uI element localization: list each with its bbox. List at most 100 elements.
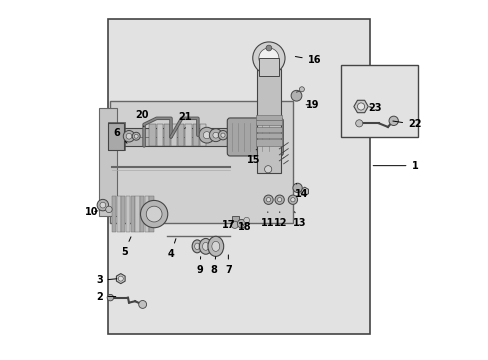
Text: 17: 17 [221, 220, 235, 230]
Bar [192, 125, 198, 146]
Circle shape [134, 134, 138, 138]
Circle shape [97, 199, 108, 211]
Text: 11: 11 [261, 212, 274, 228]
Bar [107, 122, 125, 150]
Bar [255, 139, 281, 146]
Text: 6: 6 [114, 129, 127, 143]
Circle shape [146, 206, 162, 222]
Bar [341, 65, 418, 137]
Circle shape [209, 129, 222, 141]
Circle shape [231, 221, 238, 228]
Circle shape [218, 131, 227, 140]
Ellipse shape [199, 238, 212, 254]
Circle shape [357, 103, 364, 110]
Bar [112, 196, 116, 232]
Bar [257, 69, 280, 173]
Bar [255, 121, 281, 126]
Bar [121, 196, 125, 232]
Circle shape [292, 183, 302, 193]
Circle shape [244, 217, 249, 223]
Bar [135, 196, 139, 232]
Circle shape [139, 301, 146, 309]
Circle shape [264, 166, 271, 173]
Circle shape [355, 120, 362, 127]
Text: 4: 4 [167, 239, 176, 258]
Circle shape [118, 276, 123, 281]
Circle shape [123, 131, 135, 142]
Ellipse shape [207, 236, 223, 256]
Circle shape [221, 133, 224, 137]
Text: 9: 9 [196, 257, 203, 275]
Bar [163, 125, 170, 146]
Text: 19: 19 [305, 100, 319, 110]
Text: 14: 14 [295, 184, 308, 199]
Circle shape [199, 127, 214, 143]
Ellipse shape [192, 240, 202, 253]
Circle shape [126, 134, 132, 139]
Bar [144, 196, 149, 232]
Bar [185, 125, 191, 146]
Bar [140, 196, 144, 232]
Circle shape [212, 132, 218, 138]
Bar [126, 196, 130, 232]
Polygon shape [301, 187, 308, 196]
Circle shape [140, 201, 167, 228]
Circle shape [100, 202, 105, 208]
FancyBboxPatch shape [227, 118, 283, 156]
Text: 1: 1 [372, 161, 417, 171]
Polygon shape [116, 274, 125, 284]
Bar [199, 125, 205, 146]
Bar [130, 196, 135, 232]
Circle shape [264, 195, 273, 204]
Bar [149, 125, 155, 146]
Circle shape [258, 48, 278, 68]
Circle shape [287, 195, 297, 204]
Circle shape [388, 116, 398, 126]
Text: 12: 12 [273, 212, 286, 228]
Text: 10: 10 [85, 207, 99, 217]
Bar [231, 216, 239, 222]
Ellipse shape [211, 241, 219, 251]
Text: 22: 22 [392, 120, 421, 129]
Text: 15: 15 [246, 149, 260, 165]
Circle shape [290, 198, 294, 202]
Bar [116, 196, 121, 232]
Circle shape [299, 87, 304, 92]
Bar [255, 133, 281, 138]
Bar [178, 125, 184, 146]
Text: 5: 5 [121, 237, 131, 257]
Circle shape [132, 132, 140, 140]
Circle shape [290, 90, 301, 101]
Bar [255, 127, 281, 132]
Ellipse shape [194, 243, 199, 249]
Text: 3: 3 [96, 275, 117, 285]
Text: 8: 8 [210, 257, 217, 275]
Bar [108, 19, 369, 334]
Text: 13: 13 [293, 212, 306, 228]
Bar [171, 125, 177, 146]
Circle shape [107, 294, 113, 301]
Circle shape [252, 42, 285, 74]
Polygon shape [353, 100, 367, 113]
Bar [108, 123, 124, 149]
Polygon shape [110, 101, 292, 223]
Polygon shape [99, 108, 117, 216]
Circle shape [105, 206, 112, 213]
Circle shape [277, 198, 281, 202]
Bar [110, 128, 278, 146]
Text: 20: 20 [135, 111, 149, 127]
Bar [149, 196, 153, 232]
Bar [255, 115, 281, 120]
Circle shape [274, 195, 284, 204]
Bar [258, 58, 278, 76]
Circle shape [237, 220, 245, 228]
Text: 7: 7 [224, 255, 231, 275]
Circle shape [203, 132, 210, 139]
Text: 23: 23 [368, 103, 381, 113]
Bar [156, 125, 163, 146]
Circle shape [265, 45, 271, 51]
Ellipse shape [202, 242, 208, 250]
Text: 2: 2 [96, 292, 116, 302]
Text: 18: 18 [238, 222, 251, 232]
Text: 16: 16 [295, 55, 321, 65]
